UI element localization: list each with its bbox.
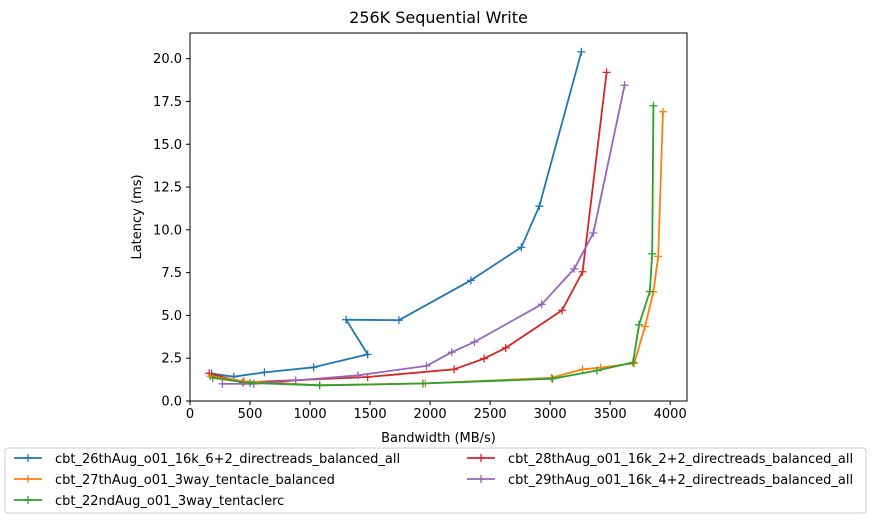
data-point	[260, 368, 269, 377]
legend-entry: cbt_27thAug_o01_3way_tentacle_balanced	[14, 473, 335, 488]
x-tick-label: 4000	[654, 407, 687, 422]
legend-label: cbt_26thAug_o01_16k_6+2_directreads_bala…	[55, 452, 400, 467]
data-point	[654, 252, 663, 261]
data-point	[418, 379, 427, 388]
legend-label: cbt_27thAug_o01_3way_tentacle_balanced	[55, 473, 335, 488]
legend-label: cbt_29thAug_o01_16k_4+2_directreads_bala…	[508, 473, 853, 488]
series-1	[207, 47, 586, 381]
data-point	[447, 348, 456, 357]
data-point	[422, 361, 431, 370]
y-tick-label: 7.5	[161, 266, 182, 281]
y-tick-label: 12.5	[153, 181, 182, 196]
data-point	[648, 249, 657, 258]
x-tick-label: 500	[238, 407, 263, 422]
data-point	[342, 315, 351, 324]
plot-frame	[189, 32, 688, 402]
data-point	[602, 68, 611, 77]
data-point	[450, 365, 459, 374]
data-point	[501, 343, 510, 352]
data-point	[658, 107, 667, 116]
chart-title: 256K Sequential Write	[349, 8, 528, 27]
data-point	[537, 300, 546, 309]
data-point	[589, 228, 598, 237]
data-point	[620, 81, 629, 90]
y-axis-ticks: 0.0 2.5 5.0 7.5 10.0 12.5 15.0 17.5 20.0	[153, 52, 190, 410]
legend-items: cbt_26thAug_o01_16k_6+2_directreads_bala…	[14, 452, 853, 509]
data-point	[535, 202, 544, 211]
data-point	[634, 320, 643, 329]
legend-marker	[24, 496, 32, 504]
x-tick-label: 1500	[354, 407, 387, 422]
y-tick-label: 20.0	[153, 52, 182, 67]
data-point	[354, 371, 363, 380]
data-point	[548, 374, 557, 383]
data-point	[628, 358, 637, 367]
y-tick-label: 10.0	[153, 223, 182, 238]
legend-label: cbt_22ndAug_o01_3way_tentaclerc	[55, 494, 284, 509]
y-tick-label: 0.0	[161, 395, 182, 410]
legend-label: cbt_28thAug_o01_16k_2+2_directreads_bala…	[508, 452, 853, 467]
x-axis-ticks: 0 500 1000 1500 2000 2500 3000 3500 4000	[186, 401, 687, 422]
data-point	[470, 337, 479, 346]
x-tick-label: 3000	[534, 407, 567, 422]
y-tick-label: 15.0	[153, 138, 182, 153]
data-point	[218, 379, 227, 388]
legend-marker	[477, 454, 485, 462]
data-point	[309, 363, 318, 372]
series-5	[208, 101, 658, 390]
y-tick-label: 5.0	[161, 309, 182, 324]
legend-entry: cbt_28thAug_o01_16k_2+2_directreads_bala…	[467, 452, 853, 467]
x-tick-label: 2500	[474, 407, 507, 422]
data-point	[645, 287, 654, 296]
data-point	[578, 267, 587, 276]
legend-entry: cbt_26thAug_o01_16k_6+2_directreads_bala…	[14, 452, 400, 467]
legend-entry: cbt_22ndAug_o01_3way_tentaclerc	[14, 494, 284, 509]
data-point	[517, 243, 526, 252]
legend-box	[4, 447, 867, 514]
data-point	[577, 47, 586, 56]
data-point	[578, 365, 587, 374]
y-tick-label: 2.5	[161, 352, 182, 367]
x-tick-label: 3500	[594, 407, 627, 422]
plot-series	[205, 47, 667, 390]
data-point	[640, 322, 649, 331]
legend-marker	[24, 475, 32, 483]
data-point	[246, 379, 255, 388]
data-point	[363, 350, 372, 359]
legend-entry: cbt_29thAug_o01_16k_4+2_directreads_bala…	[467, 473, 853, 488]
x-tick-label: 2000	[414, 407, 447, 422]
data-point	[649, 101, 658, 110]
y-tick-label: 17.5	[153, 95, 182, 110]
x-tick-label: 1000	[294, 407, 327, 422]
data-point	[315, 381, 324, 390]
legend: cbt_26thAug_o01_16k_6+2_directreads_bala…	[4, 447, 867, 514]
x-tick-label: 0	[186, 407, 194, 422]
data-point	[570, 264, 579, 273]
data-point	[466, 276, 475, 285]
data-point	[208, 373, 217, 382]
legend-marker	[477, 475, 485, 483]
data-point	[394, 316, 403, 325]
legend-marker	[24, 454, 32, 462]
x-axis-label: Bandwidth (MB/s)	[381, 431, 496, 446]
data-point	[291, 376, 300, 385]
data-point	[558, 306, 567, 315]
y-axis-label: Latency (ms)	[130, 174, 145, 259]
data-point	[480, 354, 489, 363]
data-point	[592, 366, 601, 375]
